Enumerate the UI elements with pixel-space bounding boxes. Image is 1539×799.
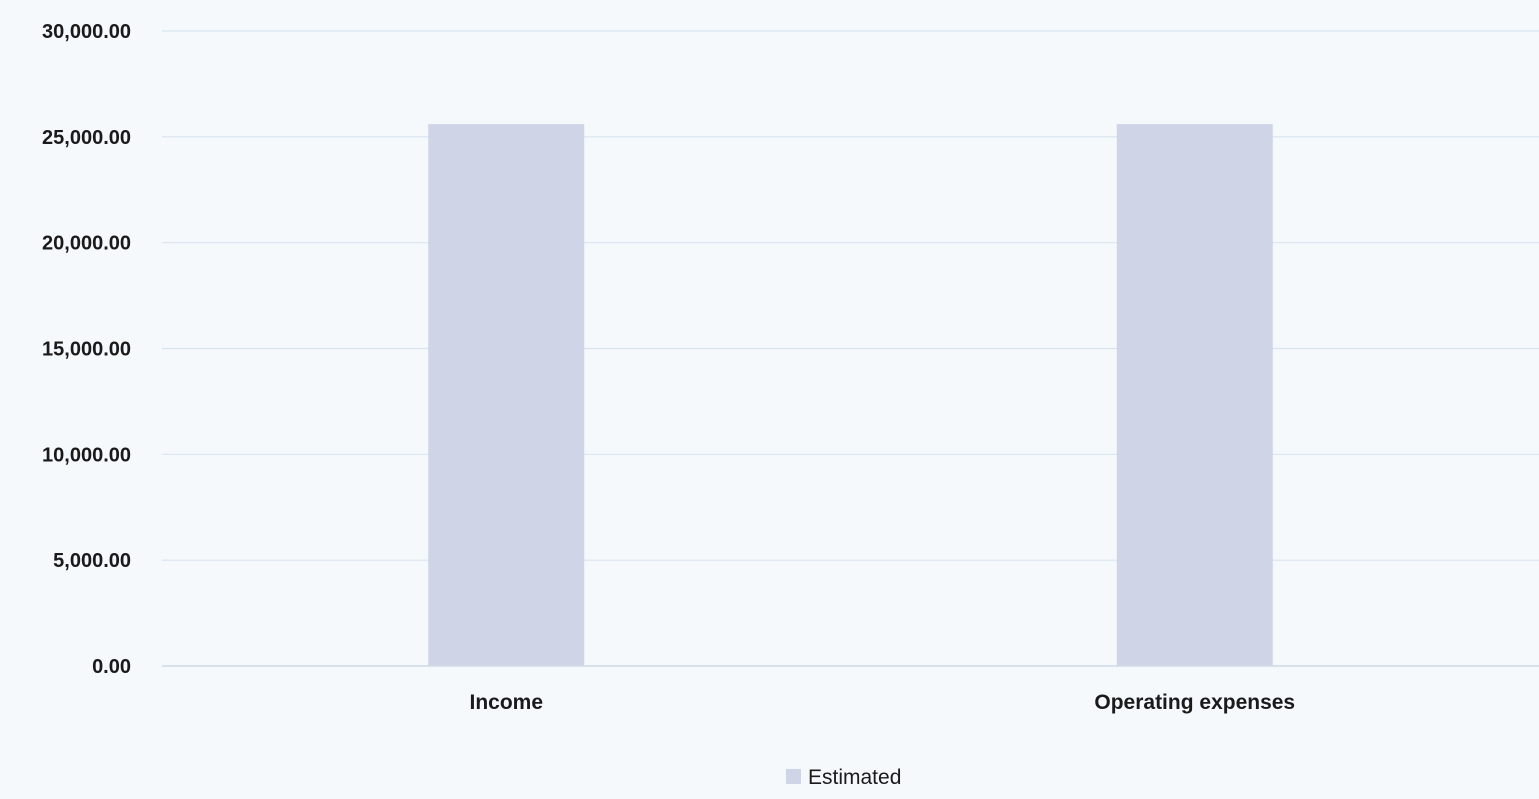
x-tick-label: Income bbox=[469, 691, 543, 714]
y-tick-label: 5,000.00 bbox=[53, 550, 131, 572]
bars bbox=[428, 124, 1273, 667]
legend-label: Estimated bbox=[808, 766, 901, 789]
y-tick-label: 25,000.00 bbox=[42, 127, 131, 149]
x-tick-label: Operating expenses bbox=[1094, 691, 1295, 714]
bar-operating-expenses bbox=[1116, 124, 1273, 667]
y-tick-label: 30,000.00 bbox=[42, 21, 131, 43]
legend: Estimated bbox=[786, 766, 901, 789]
y-tick-label: 20,000.00 bbox=[42, 233, 131, 255]
y-axis-ticks: 0.00 5,000.00 10,000.00 15,000.00 20,000.00 2… bbox=[42, 21, 131, 678]
gridlines bbox=[162, 30, 1539, 561]
y-tick-label: 10,000.00 bbox=[42, 444, 131, 466]
x-axis-ticks: Income Operating expenses bbox=[469, 691, 1295, 714]
y-tick-label: 15,000.00 bbox=[42, 339, 131, 361]
y-tick-label: 0.00 bbox=[92, 656, 131, 678]
bar-income bbox=[428, 124, 585, 667]
legend-swatch bbox=[786, 769, 801, 784]
